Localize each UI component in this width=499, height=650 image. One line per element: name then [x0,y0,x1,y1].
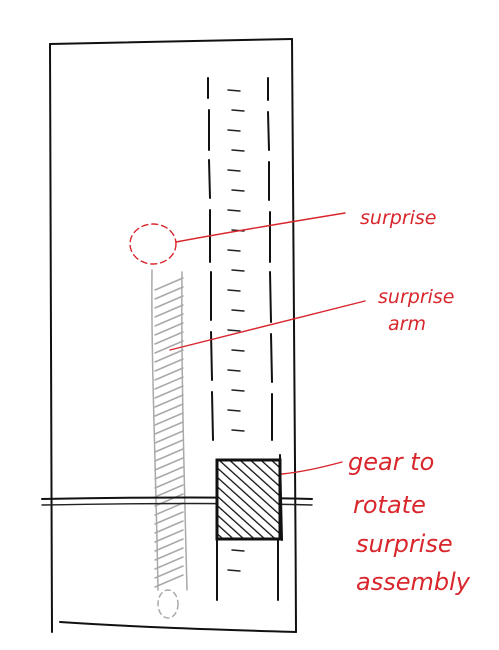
label-gear: gear to rotate surprise assembly [348,448,471,596]
label-gear-line2: rotate [353,491,426,519]
gear-block [215,454,283,549]
label-surprise-arm-line2: arm [388,313,426,335]
leader-surprise [175,212,346,243]
gear-shaft [41,496,313,506]
leader-surprise-arm [169,300,366,351]
label-gear-line1: gear to [348,448,434,476]
label-surprise: surprise [360,207,437,229]
housing-frame [49,38,297,633]
leader-gear [281,461,343,475]
surprise-circle [129,223,177,265]
label-surprise-arm: surprise arm [378,286,455,335]
label-surprise-arm-line1: surprise [378,286,455,308]
label-gear-line3: surprise [356,530,453,558]
surprise-arm [151,269,188,619]
label-gear-line4: assembly [356,568,471,596]
